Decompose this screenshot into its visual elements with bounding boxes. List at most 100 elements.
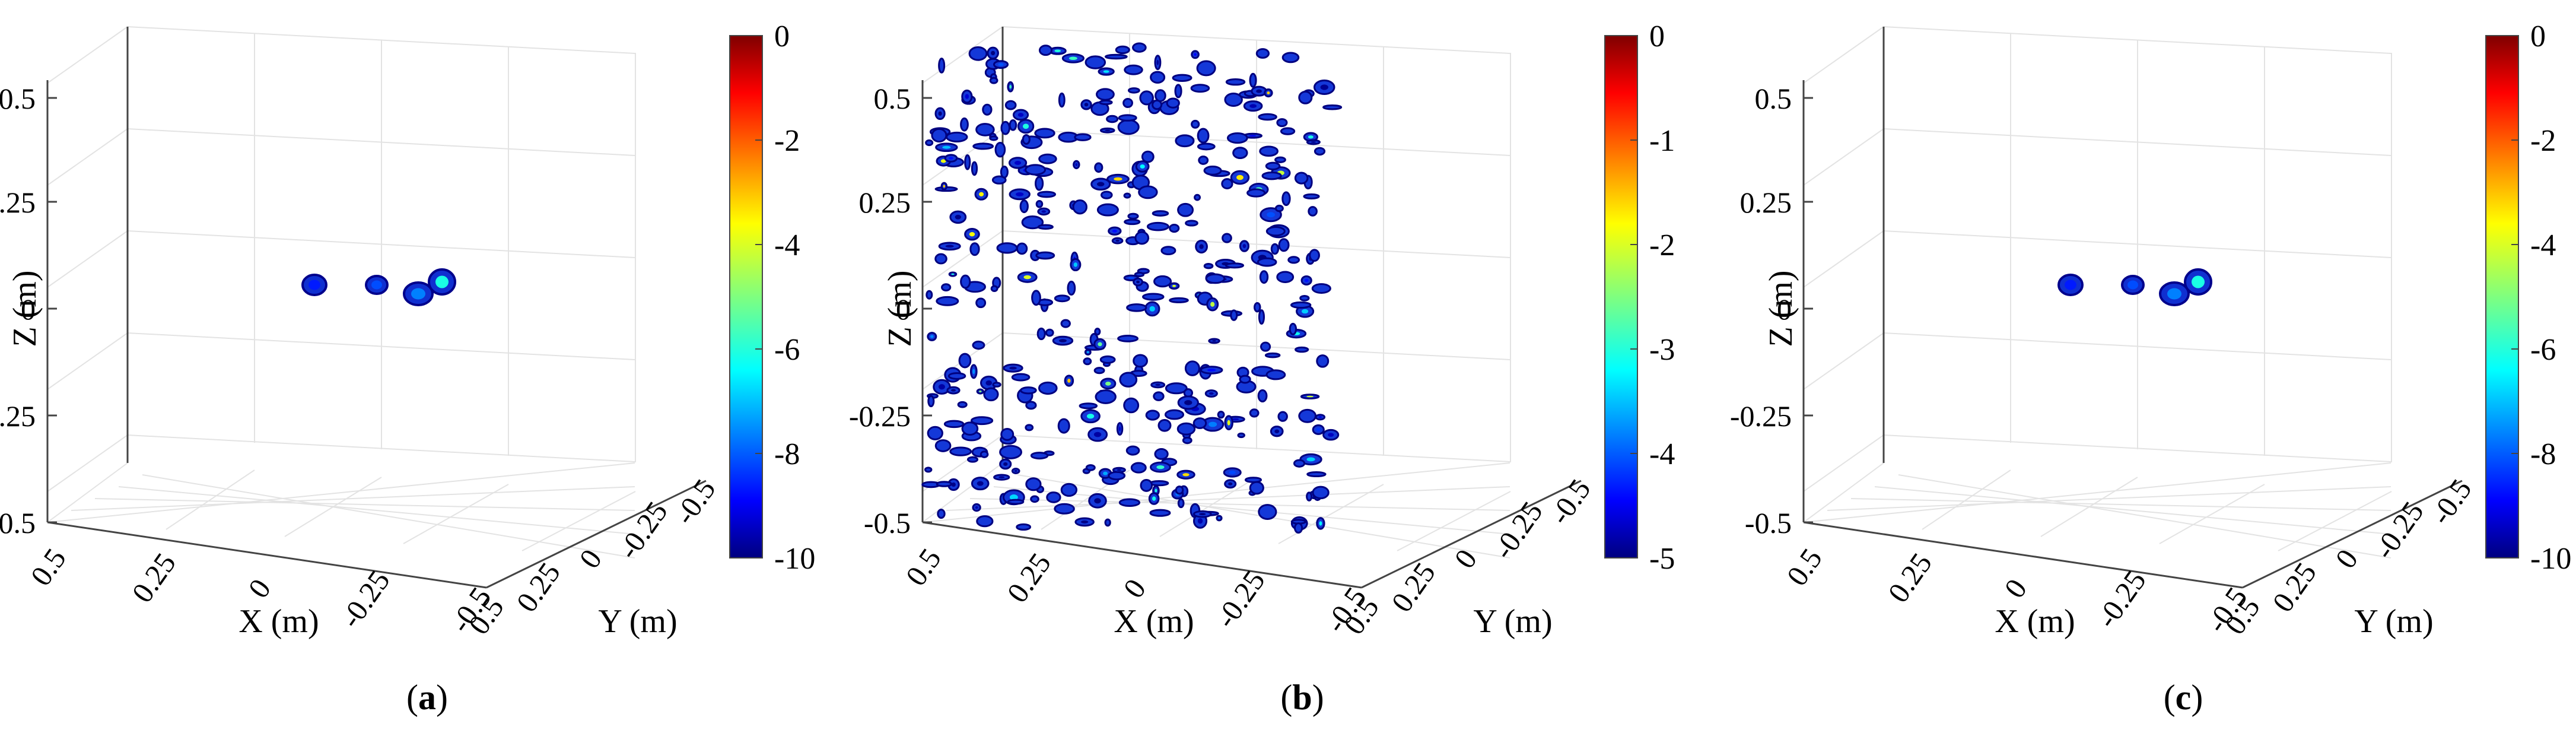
y-tick-label: 0.25 xyxy=(2266,556,2323,618)
data-point xyxy=(1153,275,1172,288)
grid-line xyxy=(1803,332,1884,390)
data-point xyxy=(1115,45,1130,55)
data-point-core xyxy=(985,380,993,386)
data-point xyxy=(983,387,999,402)
data-point xyxy=(1140,478,1153,492)
data-point xyxy=(971,161,978,176)
x-axis-line xyxy=(922,521,1362,589)
data-point xyxy=(1205,273,1226,284)
data-point xyxy=(949,446,972,456)
data-point xyxy=(1184,360,1200,376)
data-point-core xyxy=(1117,469,1122,471)
data-point xyxy=(972,142,994,150)
data-point xyxy=(1125,445,1140,456)
data-point-core xyxy=(1242,244,1246,249)
colorbar-tick-label: -2 xyxy=(774,124,800,158)
grid-line xyxy=(127,128,635,156)
colorbar-tick-label: -5 xyxy=(1649,542,1675,576)
data-point-core xyxy=(1149,306,1155,312)
data-point xyxy=(1134,271,1145,278)
data-point xyxy=(1185,220,1198,227)
data-point-core xyxy=(1210,302,1215,307)
data-point xyxy=(1038,45,1053,56)
data-point-core xyxy=(965,94,969,99)
data-point xyxy=(1166,97,1180,109)
data-point xyxy=(1274,204,1284,212)
data-point-core xyxy=(1320,84,1328,90)
data-point xyxy=(1230,309,1238,321)
data-point-core xyxy=(938,384,945,390)
data-point xyxy=(1258,309,1265,325)
data-point xyxy=(1249,408,1260,418)
data-point-core xyxy=(1194,53,1197,56)
data-point xyxy=(1031,290,1041,306)
data-point xyxy=(1239,375,1251,384)
data-point-core xyxy=(1054,49,1061,52)
grid-line xyxy=(1002,434,1510,462)
x-axis-label: X (m) xyxy=(1995,603,2075,640)
data-point xyxy=(1079,402,1098,410)
data-point-core xyxy=(1249,135,1257,137)
grid-line xyxy=(94,498,635,511)
data-point xyxy=(1254,302,1261,313)
data-point xyxy=(1036,327,1046,341)
data-point xyxy=(1038,153,1057,164)
data-point-core xyxy=(1155,488,1157,493)
x-tick-label: 0.25 xyxy=(125,547,182,608)
data-point xyxy=(1293,522,1303,534)
data-point xyxy=(1224,92,1243,107)
y-tick-label: -0.5 xyxy=(2424,473,2478,531)
data-point xyxy=(1096,203,1119,217)
data-point xyxy=(966,456,979,463)
data-point-core xyxy=(1172,284,1176,287)
data-point xyxy=(1249,72,1257,88)
data-point xyxy=(1004,100,1017,110)
data-point xyxy=(1160,246,1176,256)
data-point xyxy=(992,382,1001,388)
data-point-core xyxy=(979,391,982,392)
data-point xyxy=(1281,191,1291,207)
z-tick-label: 0.25 xyxy=(1740,186,1792,219)
data-point xyxy=(1276,118,1288,128)
data-point xyxy=(1146,221,1169,231)
data-point xyxy=(1000,120,1010,135)
grid-line xyxy=(1803,462,1884,523)
data-point-core xyxy=(1067,378,1071,383)
y-tick-label: 0.25 xyxy=(510,556,567,618)
data-point xyxy=(1122,98,1133,109)
data-point xyxy=(1139,90,1154,106)
data-point xyxy=(1295,346,1309,353)
grid-line xyxy=(1803,128,1884,186)
data-point xyxy=(1222,233,1232,243)
data-point xyxy=(1007,499,1025,505)
x-axis-line xyxy=(47,521,487,589)
data-point xyxy=(1099,355,1116,364)
data-point-core xyxy=(1112,229,1117,233)
data-point-core xyxy=(309,280,320,290)
data-point-core xyxy=(1115,239,1120,242)
colorbar-tick-label: -2 xyxy=(2530,124,2556,158)
grid-line xyxy=(403,484,509,544)
data-marks xyxy=(921,42,1343,534)
data-point-core xyxy=(1267,91,1270,94)
data-point-core xyxy=(1209,392,1214,395)
data-marks xyxy=(2057,268,2212,306)
data-point xyxy=(1198,156,1209,165)
x-tick-label: 0.25 xyxy=(1000,547,1057,608)
data-point-core xyxy=(1319,521,1322,526)
data-point-core xyxy=(1068,56,1077,61)
z-tick-label: 0 xyxy=(21,293,36,326)
grid-line xyxy=(922,462,1510,523)
data-point xyxy=(989,135,998,141)
data-point-core xyxy=(411,288,425,300)
data-point-core xyxy=(1155,383,1161,386)
colorbar-tick-label: -8 xyxy=(2530,437,2556,471)
grid-line xyxy=(1397,491,1511,551)
colorbar xyxy=(729,35,763,559)
data-point xyxy=(1175,486,1184,495)
data-point xyxy=(1154,448,1169,460)
y-tick-label: 0 xyxy=(573,543,608,575)
z-tick-label: 0.25 xyxy=(859,186,911,219)
data-point xyxy=(1094,328,1101,336)
data-point-core xyxy=(955,214,961,220)
